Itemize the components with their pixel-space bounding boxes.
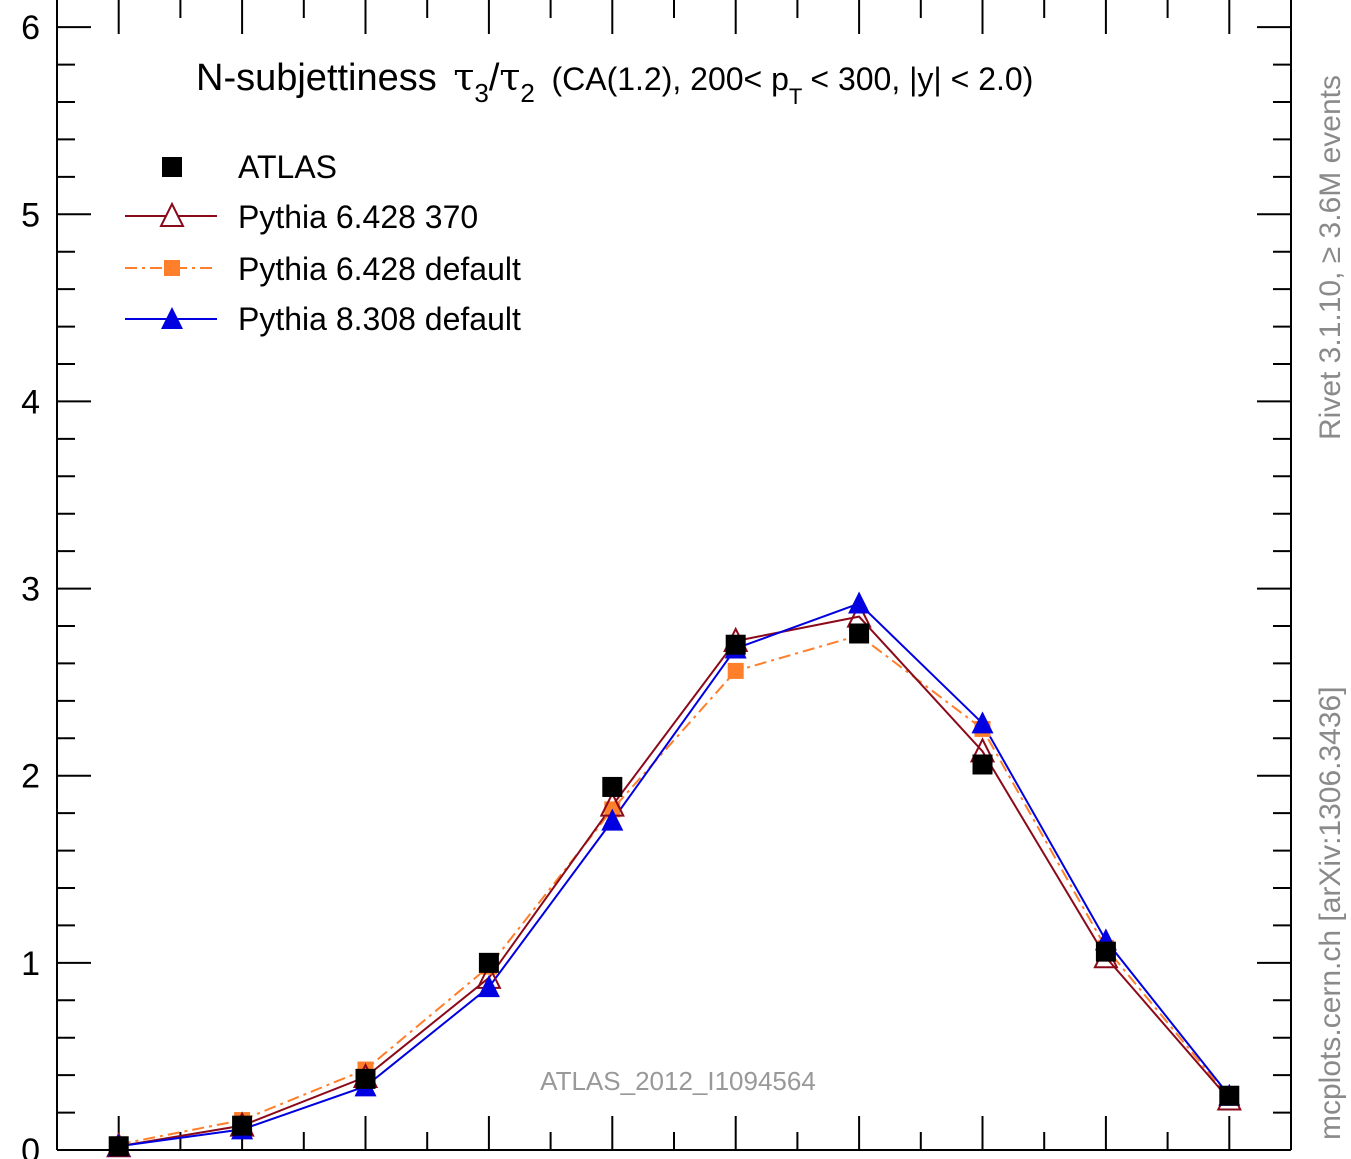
title-main: N-subjettiness bbox=[196, 57, 437, 99]
legend-label-pythia6-370: Pythia 6.428 370 bbox=[238, 199, 478, 235]
title-cuts-b: < 300, |y| < 2.0) bbox=[810, 61, 1033, 97]
legend-label-pythia8-default: Pythia 8.308 default bbox=[238, 301, 521, 337]
data-point-s3-3 bbox=[478, 975, 500, 997]
title-slash: / bbox=[489, 57, 500, 99]
legend: ATLAS Pythia 6.428 370 Pythia 6.428 defa… bbox=[125, 149, 521, 337]
chart-title: N-subjettiness τ3/τ2 (CA(1.2), 200< pT < … bbox=[196, 55, 1033, 111]
title-cuts-a: (CA(1.2), 200< p bbox=[551, 61, 788, 97]
data-point-s0-0 bbox=[109, 1136, 129, 1156]
legend-marker-atlas bbox=[162, 157, 182, 177]
series-line-3 bbox=[119, 604, 1230, 1147]
data-point-s0-3 bbox=[479, 953, 499, 973]
legend-item-pythia6-370: Pythia 6.428 370 bbox=[125, 199, 478, 235]
legend-marker-pythia6-default bbox=[164, 260, 180, 276]
data-point-s0-1 bbox=[232, 1116, 252, 1136]
data-point-s0-2 bbox=[356, 1069, 376, 1089]
legend-item-atlas: ATLAS bbox=[162, 149, 337, 185]
legend-item-pythia6-default: Pythia 6.428 default bbox=[125, 251, 521, 287]
y-tick-labels: 01234567 bbox=[21, 0, 40, 1159]
title-tau-b: τ bbox=[499, 55, 520, 99]
watermark: ATLAS_2012_I1094564 bbox=[540, 1066, 816, 1096]
y-tick-label: 3 bbox=[21, 571, 40, 609]
data-point-s0-6 bbox=[849, 623, 869, 643]
data-point-s0-8 bbox=[1096, 942, 1116, 962]
data-point-s0-5 bbox=[726, 635, 746, 655]
data-point-s0-4 bbox=[602, 777, 622, 797]
title-sub2: 2 bbox=[520, 78, 534, 108]
data-point-s0-9 bbox=[1219, 1086, 1239, 1106]
legend-label-atlas: ATLAS bbox=[238, 149, 337, 185]
y-tick-label: 5 bbox=[21, 196, 40, 234]
y-tick-label: 0 bbox=[21, 1132, 40, 1159]
series-lines bbox=[119, 604, 1230, 1147]
title-tau-a: τ bbox=[453, 55, 474, 99]
data-point-s3-6 bbox=[848, 592, 870, 614]
legend-label-pythia6-default: Pythia 6.428 default bbox=[238, 251, 521, 287]
y-tick-label: 4 bbox=[21, 383, 40, 421]
data-point-s0-7 bbox=[973, 754, 993, 774]
y-tick-label: 6 bbox=[21, 9, 40, 47]
y-tick-label: 2 bbox=[21, 758, 40, 796]
side-label-top: Rivet 3.1.10, ≥ 3.6M events bbox=[1314, 75, 1347, 440]
data-point-s2-5 bbox=[728, 663, 744, 679]
title-subT: T bbox=[789, 84, 802, 109]
legend-item-pythia8-default: Pythia 8.308 default bbox=[125, 301, 521, 337]
side-label-bottom: mcplots.cern.ch [arXiv:1306.3436] bbox=[1314, 686, 1347, 1140]
title-sub3: 3 bbox=[474, 78, 488, 108]
y-tick-label: 1 bbox=[21, 945, 40, 983]
